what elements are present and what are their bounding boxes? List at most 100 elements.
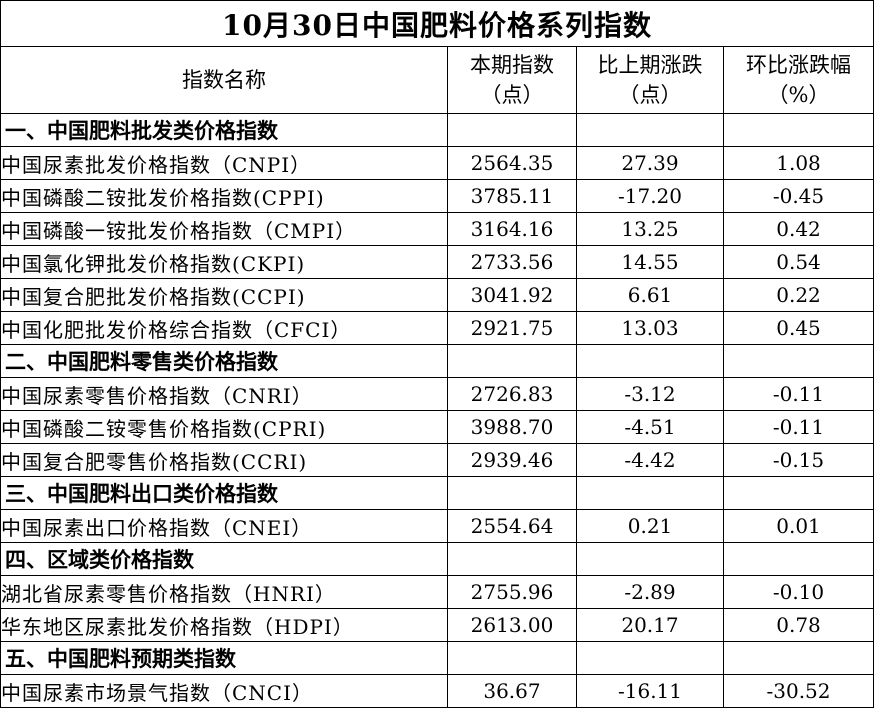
index-value-cell: 2554.64 <box>447 509 577 543</box>
index-change-cell: 14.55 <box>576 245 724 279</box>
empty-cell <box>576 476 724 510</box>
table-row: 中国磷酸二铵批发价格指数(CPPI) 3785.11 -17.20 -0.45 <box>0 179 874 213</box>
index-name-cell: 中国磷酸一铵批发价格指数（CMPI） <box>0 212 448 246</box>
index-percent-cell: 0.54 <box>723 245 874 279</box>
index-value-cell: 2726.83 <box>447 377 577 411</box>
index-name-cell: 中国复合肥零售价格指数(CCRI) <box>0 443 448 477</box>
index-percent-cell: 0.45 <box>723 311 874 345</box>
header-change: 比上期涨跌 （点） <box>576 46 724 114</box>
header-change-label: 比上期涨跌 <box>597 53 703 77</box>
index-value-cell: 3164.16 <box>447 212 577 246</box>
empty-cell <box>447 344 577 378</box>
index-change-cell: 6.61 <box>576 278 724 312</box>
index-percent-cell: 0.78 <box>723 608 874 642</box>
section-header-row: 一、中国肥料批发类价格指数 <box>0 113 874 147</box>
index-change-cell: 13.25 <box>576 212 724 246</box>
price-index-table: 10月30日中国肥料价格系列指数 指数名称 本期指数 （点） 比上期涨跌 （点）… <box>0 0 874 708</box>
table-body: 10月30日中国肥料价格系列指数 指数名称 本期指数 （点） 比上期涨跌 （点）… <box>0 0 874 708</box>
table-row: 中国化肥批发价格综合指数（CFCI） 2921.75 13.03 0.45 <box>0 311 874 345</box>
index-name-cell: 中国氯化钾批发价格指数(CKPI) <box>0 245 448 279</box>
section-title: 一、中国肥料批发类价格指数 <box>0 113 448 147</box>
index-value-cell: 2921.75 <box>447 311 577 345</box>
empty-cell <box>723 641 874 675</box>
index-change-cell: -4.42 <box>576 443 724 477</box>
table-row: 中国尿素市场景气指数（CNCI） 36.67 -16.11 -30.52 <box>0 674 874 708</box>
header-index-name: 指数名称 <box>0 46 448 114</box>
header-change-unit: （点） <box>618 83 682 107</box>
index-name-cell: 中国复合肥批发价格指数(CCPI) <box>0 278 448 312</box>
index-value-cell: 2733.56 <box>447 245 577 279</box>
index-percent-cell: 0.22 <box>723 278 874 312</box>
index-value-cell: 2755.96 <box>447 575 577 609</box>
table-row: 中国复合肥批发价格指数(CCPI) 3041.92 6.61 0.22 <box>0 278 874 312</box>
empty-cell <box>723 476 874 510</box>
header-index-name-label: 指数名称 <box>182 68 266 92</box>
index-change-cell: -4.51 <box>576 410 724 444</box>
empty-cell <box>576 542 724 576</box>
index-change-cell: 27.39 <box>576 146 724 180</box>
index-name-cell: 中国磷酸二铵零售价格指数(CPRI) <box>0 410 448 444</box>
header-current-value: 本期指数 （点） <box>447 46 577 114</box>
index-value-cell: 2939.46 <box>447 443 577 477</box>
index-change-cell: -3.12 <box>576 377 724 411</box>
empty-cell <box>447 113 577 147</box>
index-name-cell: 华东地区尿素批发价格指数（HDPI） <box>0 608 448 642</box>
index-value-cell: 2564.35 <box>447 146 577 180</box>
index-change-cell: 20.17 <box>576 608 724 642</box>
empty-cell <box>723 542 874 576</box>
index-change-cell: -17.20 <box>576 179 724 213</box>
empty-cell <box>723 344 874 378</box>
index-percent-cell: -0.45 <box>723 179 874 213</box>
index-percent-cell: -30.52 <box>723 674 874 708</box>
table-row: 中国尿素批发价格指数（CNPI） 2564.35 27.39 1.08 <box>0 146 874 180</box>
index-percent-cell: -0.15 <box>723 443 874 477</box>
index-name-cell: 中国尿素零售价格指数（CNRI） <box>0 377 448 411</box>
section-header-row: 四、区域类价格指数 <box>0 542 874 576</box>
index-change-cell: 0.21 <box>576 509 724 543</box>
section-title: 三、中国肥料出口类价格指数 <box>0 476 448 510</box>
table-title: 10月30日中国肥料价格系列指数 <box>0 0 874 47</box>
index-name-cell: 中国尿素出口价格指数（CNEI） <box>0 509 448 543</box>
index-name-cell: 中国磷酸二铵批发价格指数(CPPI) <box>0 179 448 213</box>
table-row: 中国尿素出口价格指数（CNEI） 2554.64 0.21 0.01 <box>0 509 874 543</box>
table-row: 中国复合肥零售价格指数(CCRI) 2939.46 -4.42 -0.15 <box>0 443 874 477</box>
header-percent-label: 环比涨跌幅 <box>746 53 851 77</box>
table-row: 中国氯化钾批发价格指数(CKPI) 2733.56 14.55 0.54 <box>0 245 874 279</box>
empty-cell <box>447 641 577 675</box>
title-row: 10月30日中国肥料价格系列指数 <box>0 0 874 47</box>
index-percent-cell: 1.08 <box>723 146 874 180</box>
index-value-cell: 36.67 <box>447 674 577 708</box>
header-percent: 环比涨跌幅 （%） <box>723 46 874 114</box>
header-row: 指数名称 本期指数 （点） 比上期涨跌 （点） 环比涨跌幅 （%） <box>0 46 874 114</box>
header-current-label: 本期指数 <box>470 53 554 77</box>
empty-cell <box>447 542 577 576</box>
index-name-cell: 中国化肥批发价格综合指数（CFCI） <box>0 311 448 345</box>
table-row: 中国磷酸二铵零售价格指数(CPRI) 3988.70 -4.51 -0.11 <box>0 410 874 444</box>
index-percent-cell: 0.01 <box>723 509 874 543</box>
index-percent-cell: 0.42 <box>723 212 874 246</box>
empty-cell <box>576 113 724 147</box>
section-title: 二、中国肥料零售类价格指数 <box>0 344 448 378</box>
index-value-cell: 3041.92 <box>447 278 577 312</box>
empty-cell <box>576 641 724 675</box>
section-header-row: 三、中国肥料出口类价格指数 <box>0 476 874 510</box>
index-value-cell: 3988.70 <box>447 410 577 444</box>
index-change-cell: -16.11 <box>576 674 724 708</box>
index-percent-cell: -0.10 <box>723 575 874 609</box>
section-header-row: 二、中国肥料零售类价格指数 <box>0 344 874 378</box>
index-change-cell: 13.03 <box>576 311 724 345</box>
table-row: 湖北省尿素零售价格指数（HNRI） 2755.96 -2.89 -0.10 <box>0 575 874 609</box>
index-value-cell: 2613.00 <box>447 608 577 642</box>
section-title: 五、中国肥料预期类指数 <box>0 641 448 675</box>
section-header-row: 五、中国肥料预期类指数 <box>0 641 874 675</box>
index-name-cell: 中国尿素市场景气指数（CNCI） <box>0 674 448 708</box>
empty-cell <box>723 113 874 147</box>
index-percent-cell: -0.11 <box>723 377 874 411</box>
table-row: 中国磷酸一铵批发价格指数（CMPI） 3164.16 13.25 0.42 <box>0 212 874 246</box>
empty-cell <box>576 344 724 378</box>
index-percent-cell: -0.11 <box>723 410 874 444</box>
section-title: 四、区域类价格指数 <box>0 542 448 576</box>
header-current-unit: （点） <box>480 83 544 107</box>
table-row: 中国尿素零售价格指数（CNRI） 2726.83 -3.12 -0.11 <box>0 377 874 411</box>
header-percent-unit: （%） <box>767 83 830 107</box>
